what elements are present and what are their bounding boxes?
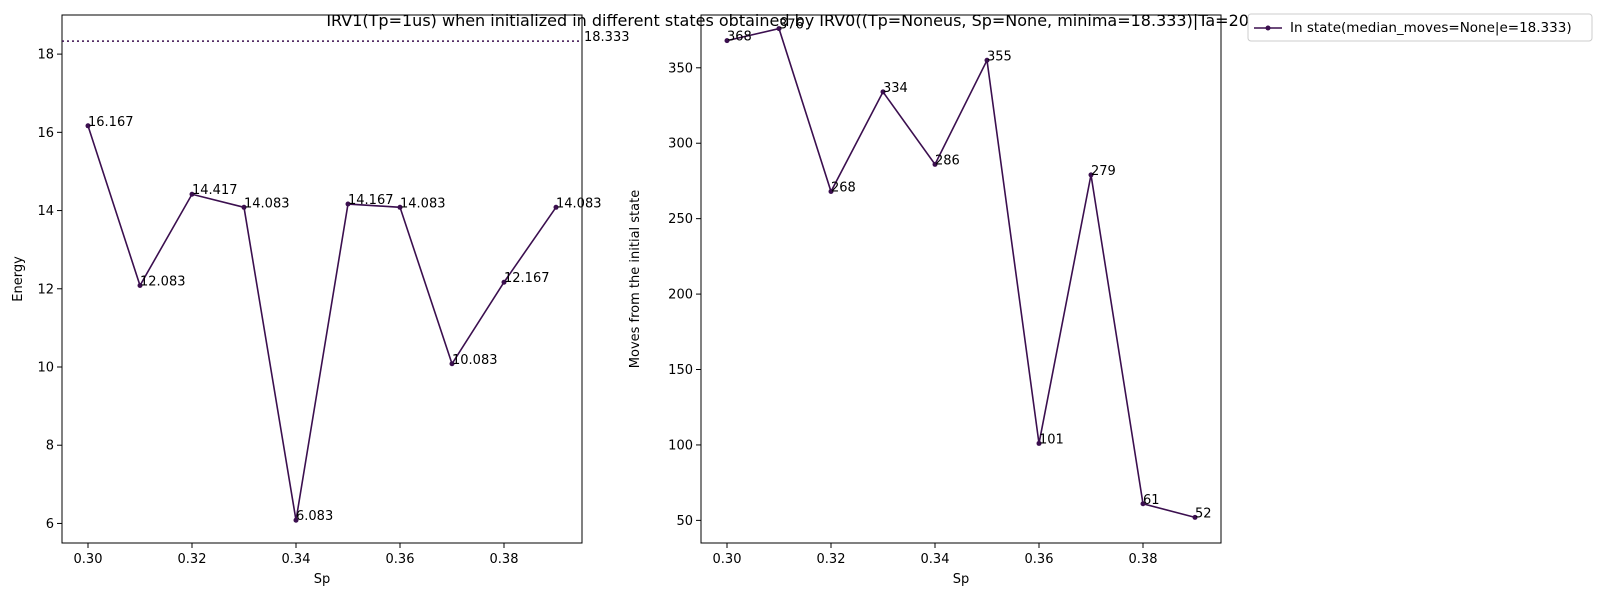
moves-data-label: 101: [1039, 432, 1064, 447]
legend: In state(median_moves=None|e=18.333): [1247, 13, 1593, 42]
legend-marker-icon: [1265, 25, 1271, 31]
moves-data-point: [984, 57, 990, 63]
moves-y-tick-label: 50: [676, 514, 693, 529]
moves-data-label: 286: [935, 153, 960, 168]
moves-data-point: [880, 89, 886, 95]
energy-data-point: [189, 191, 195, 197]
energy-x-tick-label: 0.32: [178, 552, 207, 567]
moves-x-axis-label: Sp: [953, 572, 970, 587]
energy-data-label: 12.083: [140, 275, 186, 290]
moves-y-tick-label: 100: [668, 438, 693, 453]
energy-y-tick-label: 6: [46, 517, 54, 532]
moves-data-point: [1036, 440, 1042, 446]
energy-x-axis-label: Sp: [314, 572, 331, 587]
moves-data-point: [828, 189, 834, 195]
energy-data-point: [137, 283, 143, 289]
moves-data-label: 52: [1195, 506, 1212, 521]
energy-data-label: 14.083: [556, 196, 602, 211]
moves-axes-frame: [700, 14, 1222, 544]
energy-x-tick-label: 0.36: [386, 552, 415, 567]
energy-data-label: 14.167: [348, 193, 394, 208]
energy-y-tick-label: 14: [37, 204, 54, 219]
moves-y-tick-label: 250: [668, 212, 693, 227]
moves-series-line: [726, 27, 1196, 519]
moves-x-tick-label: 0.30: [713, 552, 742, 567]
moves-y-tick-label: 350: [668, 61, 693, 76]
energy-data-label: 6.083: [296, 509, 333, 524]
moves-y-tick-label: 300: [668, 137, 693, 152]
energy-data-label: 10.083: [452, 353, 498, 368]
moves-x-tick-label: 0.32: [817, 552, 846, 567]
moves-x-tick-label: 0.36: [1025, 552, 1054, 567]
moves-y-tick-label: 200: [668, 288, 693, 303]
moves-data-point: [1192, 514, 1198, 520]
energy-data-point: [85, 123, 91, 129]
moves-data-label: 355: [987, 49, 1012, 64]
moves-x-tick-label: 0.34: [921, 552, 950, 567]
moves-y-tick-label: 150: [668, 363, 693, 378]
energy-axes-frame: [61, 14, 583, 544]
energy-data-point: [293, 517, 299, 523]
moves-data-label: 279: [1091, 164, 1116, 179]
legend-label: In state(median_moves=None|e=18.333): [1290, 20, 1572, 36]
moves-data-label: 334: [883, 81, 908, 96]
moves-x-tick-label: 0.38: [1129, 552, 1158, 567]
moves-plot: 0.30 0.32 0.34 0.36 0.38 50 100 150 200 250 300 350…: [628, 14, 1222, 587]
energy-x-tick-label: 0.30: [74, 552, 103, 567]
energy-y-tick-label: 18: [37, 48, 54, 63]
energy-data-point: [345, 201, 351, 207]
energy-data-point: [501, 279, 507, 285]
moves-data-point: [776, 26, 782, 32]
moves-data-point: [1088, 172, 1094, 178]
energy-data-label: 16.167: [88, 115, 134, 130]
moves-data-label: 368: [727, 30, 752, 45]
moves-data-label: 376: [779, 18, 804, 33]
energy-data-label: 12.167: [504, 271, 550, 286]
moves-data-point: [724, 38, 730, 44]
energy-data-point: [241, 204, 247, 210]
energy-x-tick-label: 0.34: [282, 552, 311, 567]
energy-y-tick-label: 10: [37, 361, 54, 376]
moves-data-point: [932, 161, 938, 167]
moves-data-label: 61: [1143, 493, 1160, 508]
energy-data-point: [449, 361, 455, 367]
energy-data-point: [553, 204, 559, 210]
energy-y-tick-label: 12: [37, 282, 54, 297]
energy-y-tick-label: 16: [37, 126, 54, 141]
energy-data-point: [397, 204, 403, 210]
energy-reference-label: 18.333: [584, 30, 630, 45]
moves-y-axis-label: Moves from the initial state: [628, 190, 643, 368]
energy-data-label: 14.417: [192, 183, 238, 198]
legend-frame: [1247, 13, 1593, 42]
energy-data-label: 14.083: [244, 196, 290, 211]
energy-y-tick-label: 8: [46, 439, 54, 454]
figure-title: IRV1(Tp=1us) when initialized in differe…: [326, 11, 1273, 30]
energy-series-line: [87, 125, 557, 521]
energy-data-label: 14.083: [400, 196, 446, 211]
energy-y-axis-label: Energy: [11, 256, 26, 302]
moves-data-label: 268: [831, 181, 856, 196]
energy-plot: 0.30 0.32 0.34 0.36 0.38 6 8 10 12 14 16 18 Sp Energy…: [11, 14, 630, 587]
energy-x-tick-label: 0.38: [490, 552, 519, 567]
moves-data-point: [1140, 501, 1146, 507]
